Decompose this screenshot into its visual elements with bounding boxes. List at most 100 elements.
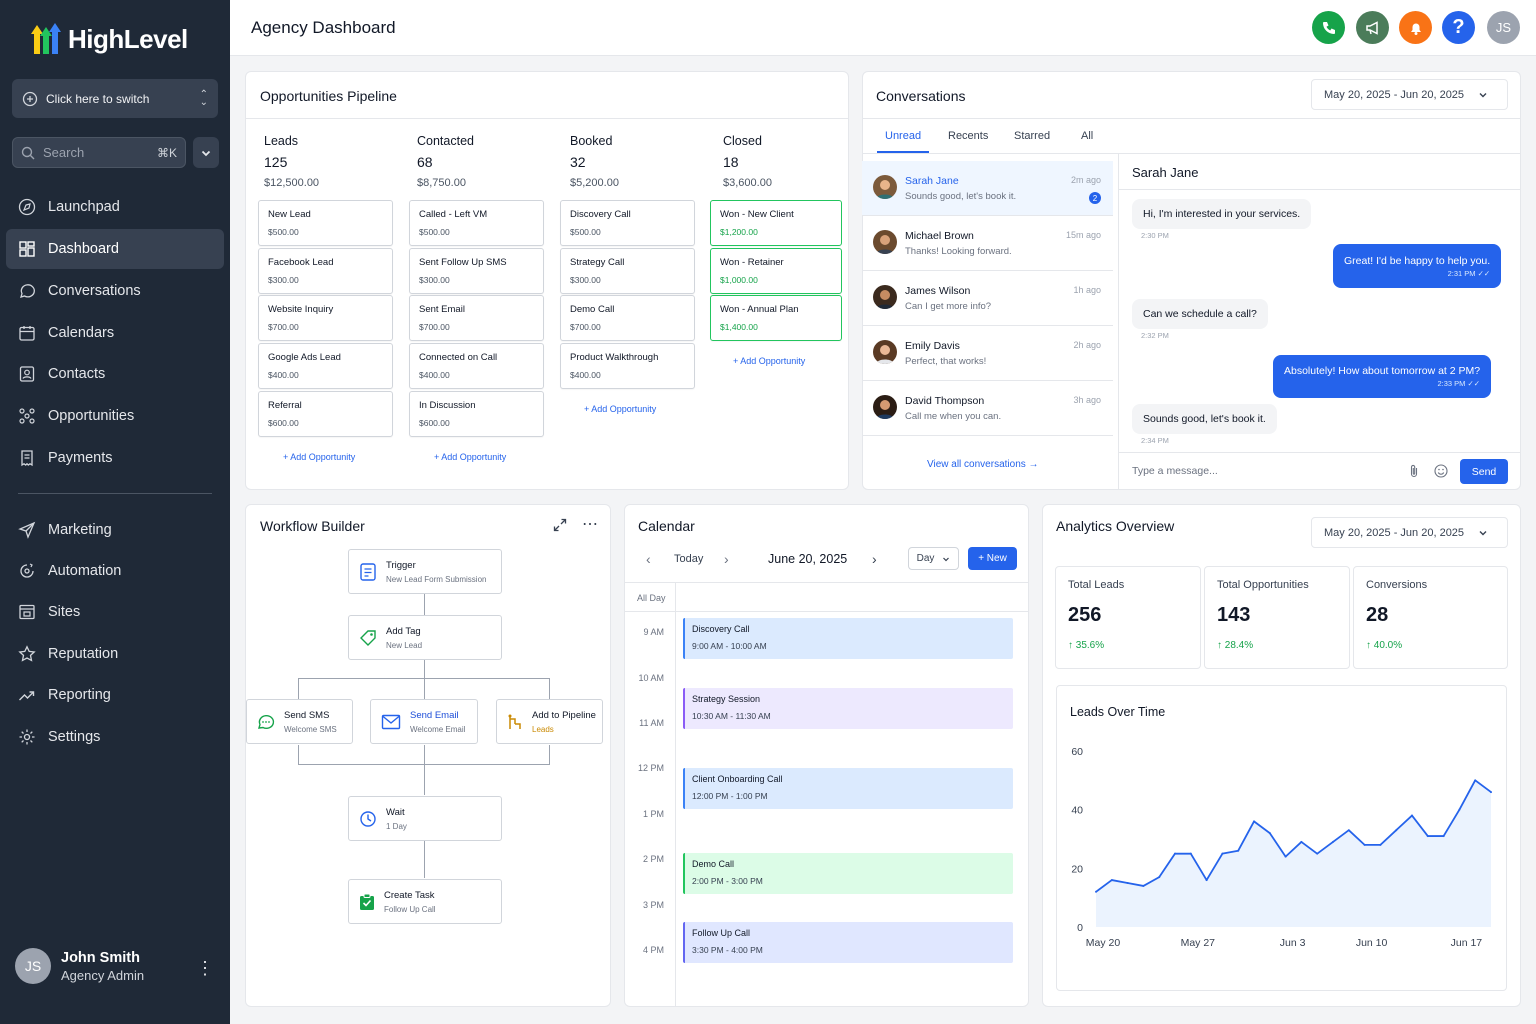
opportunity-card[interactable]: Website Inquiry $700.00	[258, 295, 393, 341]
brand-logo[interactable]: HighLevel	[30, 22, 188, 56]
tab-recents[interactable]: Recents	[948, 130, 989, 142]
opportunity-card[interactable]: Demo Call $700.00	[560, 295, 695, 341]
calendar-event[interactable]: Discovery Call 9:00 AM - 10:00 AM	[683, 618, 1013, 659]
workflow-node-send-email[interactable]: Send Email Welcome Email	[370, 699, 478, 744]
opportunity-card[interactable]: Won - Retainer $1,000.00	[710, 248, 842, 294]
workflow-node-wait[interactable]: Wait 1 Day	[348, 796, 502, 841]
sidebar-item-opportunities[interactable]: Opportunities	[6, 396, 224, 436]
stat-value: 143	[1217, 604, 1251, 626]
user-profile[interactable]: JS John Smith Agency Admin	[15, 948, 144, 984]
opportunity-card[interactable]: Facebook Lead $300.00	[258, 248, 393, 294]
sidebar-item-marketing[interactable]: Marketing	[6, 510, 224, 550]
sidebar-item-reputation[interactable]: Reputation	[6, 634, 224, 674]
conversation-item[interactable]: David Thompson Call me when you can. 3h …	[862, 381, 1113, 436]
column-amount: $3,600.00	[723, 177, 772, 189]
header-avatar[interactable]: JS	[1487, 11, 1520, 44]
announcements-button[interactable]	[1356, 11, 1389, 44]
chevron-down-icon	[1479, 92, 1487, 97]
opportunity-card[interactable]: Referral $600.00	[258, 391, 393, 437]
add-opportunity-button[interactable]: + Add Opportunity	[584, 404, 657, 414]
message-input[interactable]: Type a message...	[1132, 465, 1218, 477]
help-icon[interactable]: ?	[1442, 11, 1475, 44]
phone-button[interactable]	[1312, 11, 1345, 44]
workflow-node-create-task[interactable]: Create Task Follow Up Call	[348, 879, 502, 924]
add-opportunity-button[interactable]: + Add Opportunity	[283, 452, 356, 462]
sidebar-item-dashboard[interactable]: Dashboard	[6, 229, 224, 269]
send-button[interactable]: Send	[1460, 459, 1508, 484]
x-tick-label: May 20	[1086, 937, 1121, 949]
conversation-item[interactable]: Michael Brown Thanks! Looking forward. 1…	[862, 216, 1113, 271]
today-button[interactable]: Today	[674, 553, 704, 565]
opportunity-card[interactable]: Discovery Call $500.00	[560, 200, 695, 246]
chevron-left-icon[interactable]: ‹	[646, 551, 651, 567]
opportunity-card[interactable]: Connected on Call $400.00	[409, 343, 544, 389]
sidebar-item-label: Dashboard	[48, 241, 119, 257]
data-point	[1300, 840, 1303, 843]
sidebar-item-automation[interactable]: Automation	[6, 551, 224, 591]
opportunity-card[interactable]: Won - New Client $1,200.00	[710, 200, 842, 246]
sidebar-item-reporting[interactable]: Reporting	[6, 675, 224, 715]
sidebar-item-sites[interactable]: Sites	[6, 592, 224, 632]
opportunity-value: $400.00	[570, 370, 601, 380]
sidebar-item-conversations[interactable]: Conversations	[6, 271, 224, 311]
sidebar-search-input[interactable]: Search ⌘K	[12, 137, 186, 168]
more-options-icon[interactable]: ⋯	[582, 516, 598, 533]
calendar-event[interactable]: Demo Call 2:00 PM - 3:00 PM	[683, 853, 1013, 894]
conversation-item[interactable]: Emily Davis Perfect, that works! 2h ago	[862, 326, 1113, 381]
tab-all[interactable]: All	[1081, 130, 1094, 142]
opportunity-title: Discovery Call	[570, 209, 631, 220]
search-dropdown-button[interactable]	[193, 137, 219, 168]
opportunity-card[interactable]: Sent Email $700.00	[409, 295, 544, 341]
calendar-event[interactable]: Strategy Session 10:30 AM - 11:30 AM	[683, 688, 1013, 729]
opportunity-card[interactable]: Google Ads Lead $400.00	[258, 343, 393, 389]
conversations-date-range[interactable]: May 20, 2025 - Jun 20, 2025	[1311, 79, 1508, 110]
expand-icon[interactable]	[553, 518, 567, 532]
view-select[interactable]: Day	[908, 547, 959, 570]
opportunity-card[interactable]: In Discussion $600.00	[409, 391, 544, 437]
emoji-icon[interactable]	[1434, 464, 1448, 478]
sidebar-item-calendars[interactable]: Calendars	[6, 313, 224, 353]
new-event-button[interactable]: + New	[968, 547, 1017, 570]
chevron-right-icon[interactable]: ›	[724, 551, 729, 567]
chevron-right-icon[interactable]: ›	[872, 551, 877, 567]
divider	[624, 611, 1029, 612]
tab-unread[interactable]: Unread	[885, 130, 922, 142]
sidebar-item-settings[interactable]: Settings	[6, 717, 224, 757]
switch-chevron-icon: ⌃ ⌄	[199, 88, 208, 108]
opportunity-value: $400.00	[268, 370, 299, 380]
opportunity-card[interactable]: New Lead $500.00	[258, 200, 393, 246]
workflow-node-add-pipeline[interactable]: Add to Pipeline Leads	[496, 699, 603, 744]
opportunity-card[interactable]: Sent Follow Up SMS $300.00	[409, 248, 544, 294]
opportunity-card[interactable]: Called - Left VM $500.00	[409, 200, 544, 246]
notifications-button[interactable]	[1399, 11, 1432, 44]
user-menu-icon[interactable]: ⋮	[196, 958, 214, 978]
view-all-conversations-link[interactable]: View all conversations →	[927, 459, 1039, 470]
attachment-icon[interactable]	[1408, 464, 1420, 478]
opportunity-title: Referral	[268, 400, 302, 411]
opportunity-card[interactable]: Product Walkthrough $400.00	[560, 343, 695, 389]
message-time: 15m ago	[1065, 230, 1101, 240]
calendar-event[interactable]: Client Onboarding Call 12:00 PM - 1:00 PM	[683, 768, 1013, 809]
analytics-date-range[interactable]: May 20, 2025 - Jun 20, 2025	[1311, 517, 1508, 548]
sidebar-item-contacts[interactable]: Contacts	[6, 354, 224, 394]
conversation-item[interactable]: Sarah Jane Sounds good, let's book it. 2…	[862, 161, 1113, 216]
top-header: Agency Dashboard ? JS	[230, 0, 1536, 56]
opportunity-card[interactable]: Won - Annual Plan $1,400.00	[710, 295, 842, 341]
add-opportunity-button[interactable]: + Add Opportunity	[434, 452, 507, 462]
workflow-node-add-tag[interactable]: Add Tag New Lead	[348, 615, 502, 660]
sidebar-item-launchpad[interactable]: Launchpad	[6, 187, 224, 227]
hour-label: 9 AM	[643, 627, 664, 637]
calendar-event[interactable]: Follow Up Call 3:30 PM - 4:00 PM	[683, 922, 1013, 963]
tab-starred[interactable]: Starred	[1014, 130, 1051, 142]
message-text: Sounds good, let's book it.	[1143, 413, 1266, 425]
account-switcher[interactable]: Click here to switch ⌃ ⌄	[12, 79, 218, 118]
add-opportunity-button[interactable]: + Add Opportunity	[733, 356, 806, 366]
message-time: 2h ago	[1073, 340, 1101, 350]
opportunity-card[interactable]: Strategy Call $300.00	[560, 248, 695, 294]
data-point	[1442, 835, 1445, 838]
contacts-icon	[19, 366, 35, 382]
workflow-node-send-sms[interactable]: Send SMS Welcome SMS	[246, 699, 353, 744]
conversation-item[interactable]: James Wilson Can I get more info? 1h ago	[862, 271, 1113, 326]
workflow-node-trigger[interactable]: Trigger New Lead Form Submission	[348, 549, 502, 594]
sidebar-item-payments[interactable]: Payments	[6, 438, 224, 478]
